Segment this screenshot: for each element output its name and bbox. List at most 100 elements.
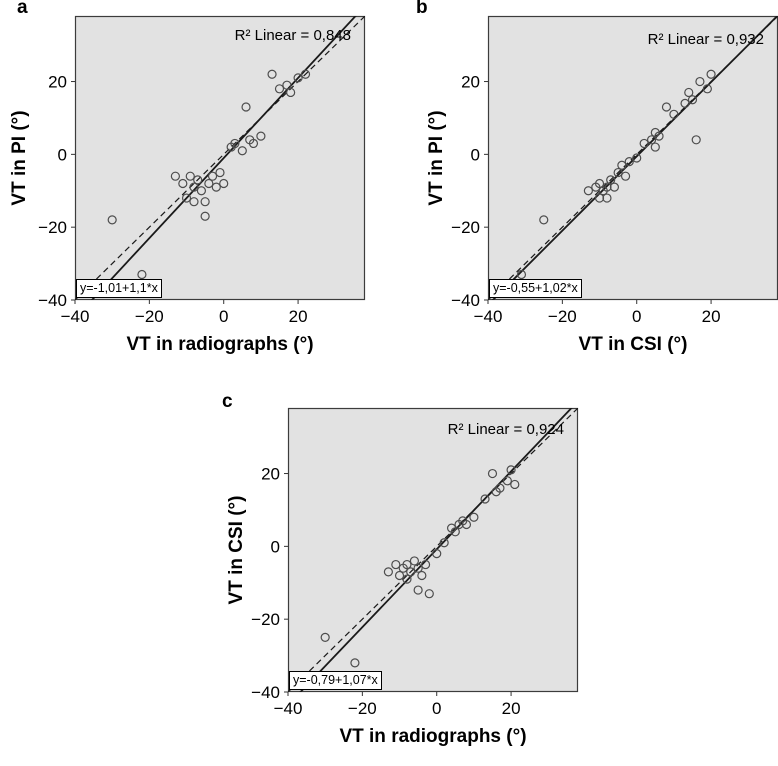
panel-b-equation-box: y=-0,55+1,02*x bbox=[489, 279, 582, 298]
panel-c-equation-box: y=-0,79+1,07*x bbox=[289, 671, 382, 690]
data-point bbox=[691, 135, 701, 145]
data-point bbox=[432, 549, 442, 559]
x-tick-label: 20 bbox=[702, 307, 721, 326]
data-point bbox=[417, 570, 427, 581]
data-point bbox=[207, 171, 218, 181]
y-tick-label: 20 bbox=[261, 465, 280, 484]
data-point bbox=[420, 559, 431, 570]
panel-a-x-axis-title: VT in radiographs (°) bbox=[126, 334, 314, 355]
panel-c-plot-area: −40 −20 0 20 20 0 −20 −40 bbox=[251, 407, 579, 718]
data-point bbox=[516, 269, 527, 280]
data-point bbox=[350, 658, 360, 668]
y-tick-label: −40 bbox=[451, 291, 480, 310]
data-point bbox=[413, 563, 423, 573]
data-point bbox=[687, 95, 698, 105]
data-point bbox=[256, 131, 266, 141]
x-tick-label: −20 bbox=[548, 307, 577, 326]
y-tick-label: 0 bbox=[471, 145, 480, 164]
data-point bbox=[539, 215, 549, 225]
data-point bbox=[506, 465, 516, 475]
data-point bbox=[450, 527, 460, 537]
identity-line bbox=[288, 408, 578, 692]
panel-a-y-axis-title: VT in PI (°) bbox=[9, 110, 30, 206]
panel-c-r2-annotation: R² Linear = 0,924 bbox=[447, 421, 564, 438]
x-tick-label: 0 bbox=[219, 307, 228, 326]
data-point bbox=[583, 186, 593, 196]
data-point bbox=[406, 567, 416, 577]
data-point bbox=[282, 80, 292, 90]
x-tick-label: −20 bbox=[348, 699, 377, 718]
data-point bbox=[639, 138, 649, 149]
panel-b-plot-area: −40 −20 0 20 20 0 −20 −40 bbox=[451, 15, 778, 326]
data-point bbox=[480, 494, 490, 504]
data-point bbox=[620, 171, 631, 181]
data-point bbox=[695, 76, 705, 87]
data-point bbox=[594, 178, 605, 189]
data-point bbox=[383, 567, 393, 577]
data-point bbox=[654, 131, 664, 141]
data-point bbox=[613, 167, 623, 178]
y-tick-label: 20 bbox=[461, 73, 480, 92]
panel-b-label: b bbox=[416, 0, 428, 18]
x-tick-label: −40 bbox=[474, 307, 503, 326]
data-point bbox=[439, 538, 449, 548]
data-point bbox=[189, 182, 199, 192]
scatter-chart-svg: −40 −20 0 20 20 0 −20 −40 bbox=[251, 407, 579, 718]
data-point bbox=[602, 193, 612, 203]
data-point bbox=[200, 211, 210, 221]
panel-c: c VT in CSI (°) −40 −20 0 20 20 0 −20 −40 R² Li… bbox=[200, 391, 600, 766]
data-point bbox=[702, 84, 712, 94]
x-tick-label: −20 bbox=[135, 307, 164, 326]
x-tick-label: 20 bbox=[502, 699, 521, 718]
x-tick-label: 0 bbox=[432, 699, 441, 718]
panel-c-label: c bbox=[222, 391, 233, 412]
data-point bbox=[241, 102, 251, 112]
data-point bbox=[409, 556, 420, 566]
y-tick-label: −20 bbox=[451, 218, 480, 237]
scatter-chart-svg: −40 −20 0 20 20 0 −20 −40 bbox=[38, 15, 366, 326]
y-tick-label: 20 bbox=[48, 73, 67, 92]
data-point bbox=[204, 178, 214, 189]
data-point bbox=[293, 73, 303, 83]
data-point bbox=[646, 135, 657, 145]
panel-a-r2-annotation: R² Linear = 0,848 bbox=[234, 27, 351, 44]
panel-b-x-axis-title: VT in CSI (°) bbox=[578, 334, 688, 355]
data-point bbox=[237, 146, 247, 156]
data-point bbox=[286, 87, 296, 98]
data-point bbox=[706, 69, 716, 79]
x-tick-label: −40 bbox=[61, 307, 90, 326]
data-point bbox=[178, 178, 188, 189]
data-point bbox=[609, 182, 620, 192]
data-point bbox=[606, 175, 616, 185]
data-point bbox=[632, 153, 642, 163]
data-point bbox=[402, 559, 412, 570]
data-point bbox=[461, 519, 472, 530]
y-tick-label: 0 bbox=[271, 537, 280, 556]
identity-line bbox=[75, 16, 365, 300]
panel-a-plot-area: −40 −20 0 20 20 0 −20 −40 bbox=[38, 15, 366, 326]
panel-c-x-axis-title: VT in radiographs (°) bbox=[339, 726, 527, 747]
data-point bbox=[215, 167, 225, 178]
data-point bbox=[413, 585, 423, 595]
data-point bbox=[137, 269, 147, 280]
data-point bbox=[510, 479, 520, 490]
scatter-chart-svg: −40 −20 0 20 20 0 −20 −40 bbox=[451, 15, 778, 326]
data-point bbox=[196, 186, 207, 196]
data-point bbox=[300, 69, 311, 79]
data-point bbox=[624, 157, 634, 167]
panel-c-y-axis-title: VT in CSI (°) bbox=[226, 495, 247, 605]
x-tick-label: −40 bbox=[274, 699, 303, 718]
panel-a-equation-box: y=-1,01+1,1*x bbox=[76, 279, 162, 298]
data-point bbox=[495, 483, 505, 493]
data-point bbox=[487, 468, 498, 479]
data-point bbox=[189, 197, 199, 207]
regression-line bbox=[90, 16, 357, 300]
y-tick-label: −40 bbox=[38, 291, 67, 310]
data-point bbox=[248, 138, 259, 149]
data-point bbox=[170, 171, 180, 181]
data-point bbox=[320, 632, 330, 642]
data-point bbox=[650, 142, 660, 152]
data-point bbox=[617, 160, 627, 170]
data-point bbox=[107, 215, 117, 225]
